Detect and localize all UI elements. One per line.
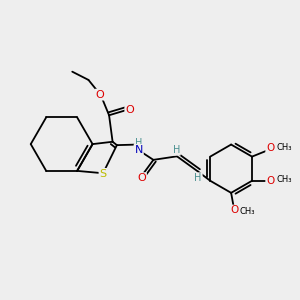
Text: O: O: [95, 90, 104, 100]
Text: O: O: [266, 143, 275, 153]
Text: H: H: [135, 138, 142, 148]
Text: H: H: [173, 145, 180, 155]
Text: S: S: [100, 169, 106, 179]
Text: CH₃: CH₃: [277, 176, 292, 184]
Text: CH₃: CH₃: [277, 143, 292, 152]
Text: O: O: [230, 206, 238, 215]
Text: CH₃: CH₃: [240, 207, 256, 216]
Text: O: O: [266, 176, 275, 186]
Text: N: N: [134, 145, 143, 155]
Text: H: H: [194, 173, 202, 183]
Text: O: O: [125, 105, 134, 115]
Text: O: O: [137, 173, 146, 183]
